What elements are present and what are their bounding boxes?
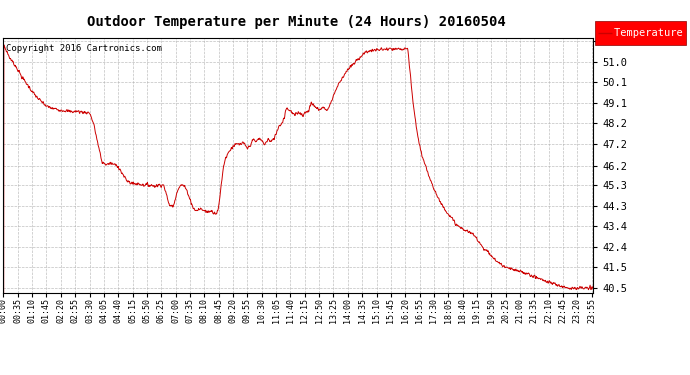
Text: Temperature  (°F): Temperature (°F) <box>614 28 690 38</box>
Text: Copyright 2016 Cartronics.com: Copyright 2016 Cartronics.com <box>6 44 162 53</box>
Text: Outdoor Temperature per Minute (24 Hours) 20160504: Outdoor Temperature per Minute (24 Hours… <box>88 15 506 29</box>
